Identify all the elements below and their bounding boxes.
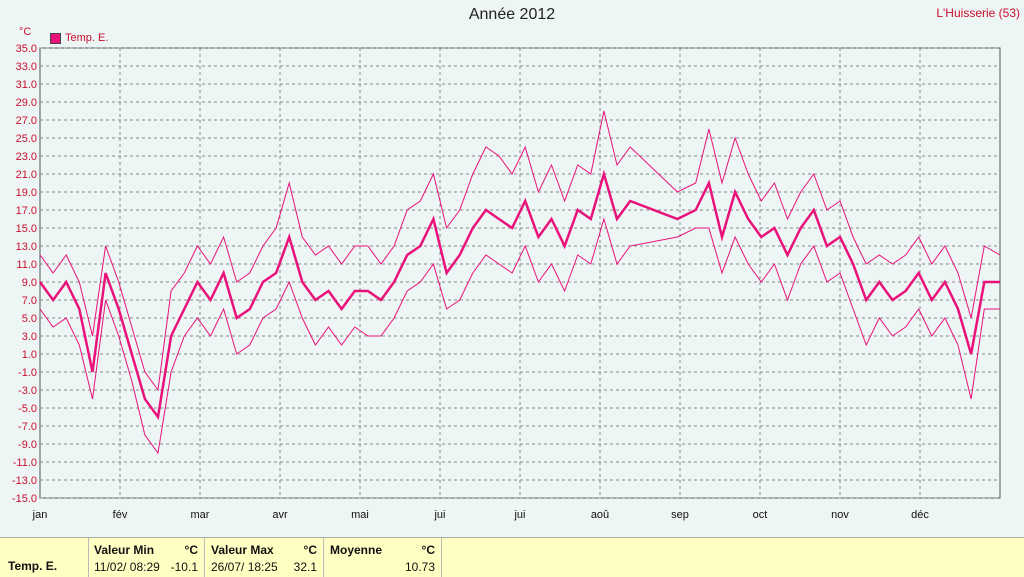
x-tick-label: avr [272, 509, 288, 521]
y-tick-label: 23.0 [16, 151, 37, 163]
max-date: 26/07/ 18:25 [211, 560, 278, 574]
min-unit: °C [184, 543, 198, 557]
max-title: Valeur Max [211, 543, 274, 557]
legend-swatch [50, 32, 61, 44]
min-value: -10.1 [170, 560, 198, 574]
legend: Temp. E. [50, 32, 108, 44]
series-min-line [39, 217, 1000, 455]
y-tick-label: 21.0 [16, 169, 37, 181]
y-tick-label: -9.0 [18, 439, 37, 451]
series-max-line [39, 110, 1001, 392]
y-tick-label: 17.0 [16, 205, 37, 217]
x-tick-label: nov [831, 509, 849, 521]
y-axis-unit: °C [19, 26, 32, 38]
footer-min-cell: Valeur Min °C 11/02/ 08:29 -10.1 [88, 538, 205, 577]
x-tick-label: mar [191, 509, 210, 521]
temperature-chart: 35.0 33.0 31.0 29.0 27.0 25.0 23.0 21.0 19.0 17.0… [12, 43, 1001, 521]
y-tick-label: -1.0 [18, 367, 37, 379]
x-tick-label: fév [113, 509, 128, 521]
x-tick-label: mai [351, 509, 369, 521]
y-tick-label: 5.0 [22, 313, 37, 325]
y-tick-label: 35.0 [16, 43, 37, 55]
y-tick-label: 13.0 [16, 241, 37, 253]
series-temp-e [38, 110, 1001, 455]
max-value: 32.1 [293, 560, 317, 574]
footer-series-cell: Temp. E. [0, 538, 89, 577]
x-tick-label: sep [671, 509, 689, 521]
legend-label: Temp. E. [65, 32, 109, 44]
x-tick-label: déc [911, 509, 929, 521]
y-tick-label: -5.0 [18, 403, 37, 415]
max-unit: °C [303, 543, 317, 557]
min-date: 11/02/ 08:29 [94, 560, 160, 574]
chart-title: Année 2012 [468, 6, 556, 23]
y-tick-label: 19.0 [16, 187, 37, 199]
footer-max-cell: Valeur Max °C 26/07/ 18:25 32.1 [205, 538, 324, 577]
y-tick-label: 27.0 [16, 115, 37, 127]
footer-avg-cell: Moyenne °C 10.73 [324, 538, 442, 577]
avg-title: Moyenne [330, 543, 383, 557]
y-tick-label: 7.0 [22, 295, 37, 307]
y-tick-label: 31.0 [16, 79, 37, 91]
y-tick-label: -11.0 [13, 457, 37, 469]
x-tick-label: jui [433, 509, 445, 521]
avg-unit: °C [421, 543, 435, 557]
y-tick-label: -13.0 [12, 475, 37, 487]
y-tick-label: 1.0 [22, 349, 37, 361]
y-tick-label: 25.0 [16, 133, 37, 145]
y-tick-label: 15.0 [16, 223, 37, 235]
avg-value: 10.73 [404, 560, 435, 574]
x-tick-label: aoû [591, 509, 609, 521]
y-tick-label: 11.0 [16, 259, 37, 271]
y-tick-label: 33.0 [16, 61, 37, 73]
y-tick-label: -15.0 [12, 493, 37, 505]
x-axis-month-ticks: jan fév mar avr mai jui jui aoû sep oct nov déc [32, 509, 930, 521]
y-axis-ticks: 35.0 33.0 31.0 29.0 27.0 25.0 23.0 21.0 19.0 17.0… [12, 43, 37, 505]
series-mean-line [38, 169, 1000, 421]
station-label: L'Huisserie (53) [936, 6, 1020, 20]
y-tick-label: 29.0 [16, 97, 37, 109]
y-tick-label: -3.0 [18, 385, 37, 397]
x-tick-label: oct [753, 509, 768, 521]
grid-lines [40, 47, 1000, 499]
stats-footer: Temp. E. Valeur Min °C 11/02/ 08:29 -10.… [0, 537, 1024, 577]
min-title: Valeur Min [94, 543, 155, 557]
footer-series-label: Temp. E. [8, 559, 58, 573]
x-tick-label: jan [32, 509, 48, 521]
x-tick-label: jui [513, 509, 525, 521]
y-tick-label: -7.0 [18, 421, 37, 433]
y-tick-label: 9.0 [22, 277, 37, 289]
y-tick-label: 3.0 [22, 331, 37, 343]
